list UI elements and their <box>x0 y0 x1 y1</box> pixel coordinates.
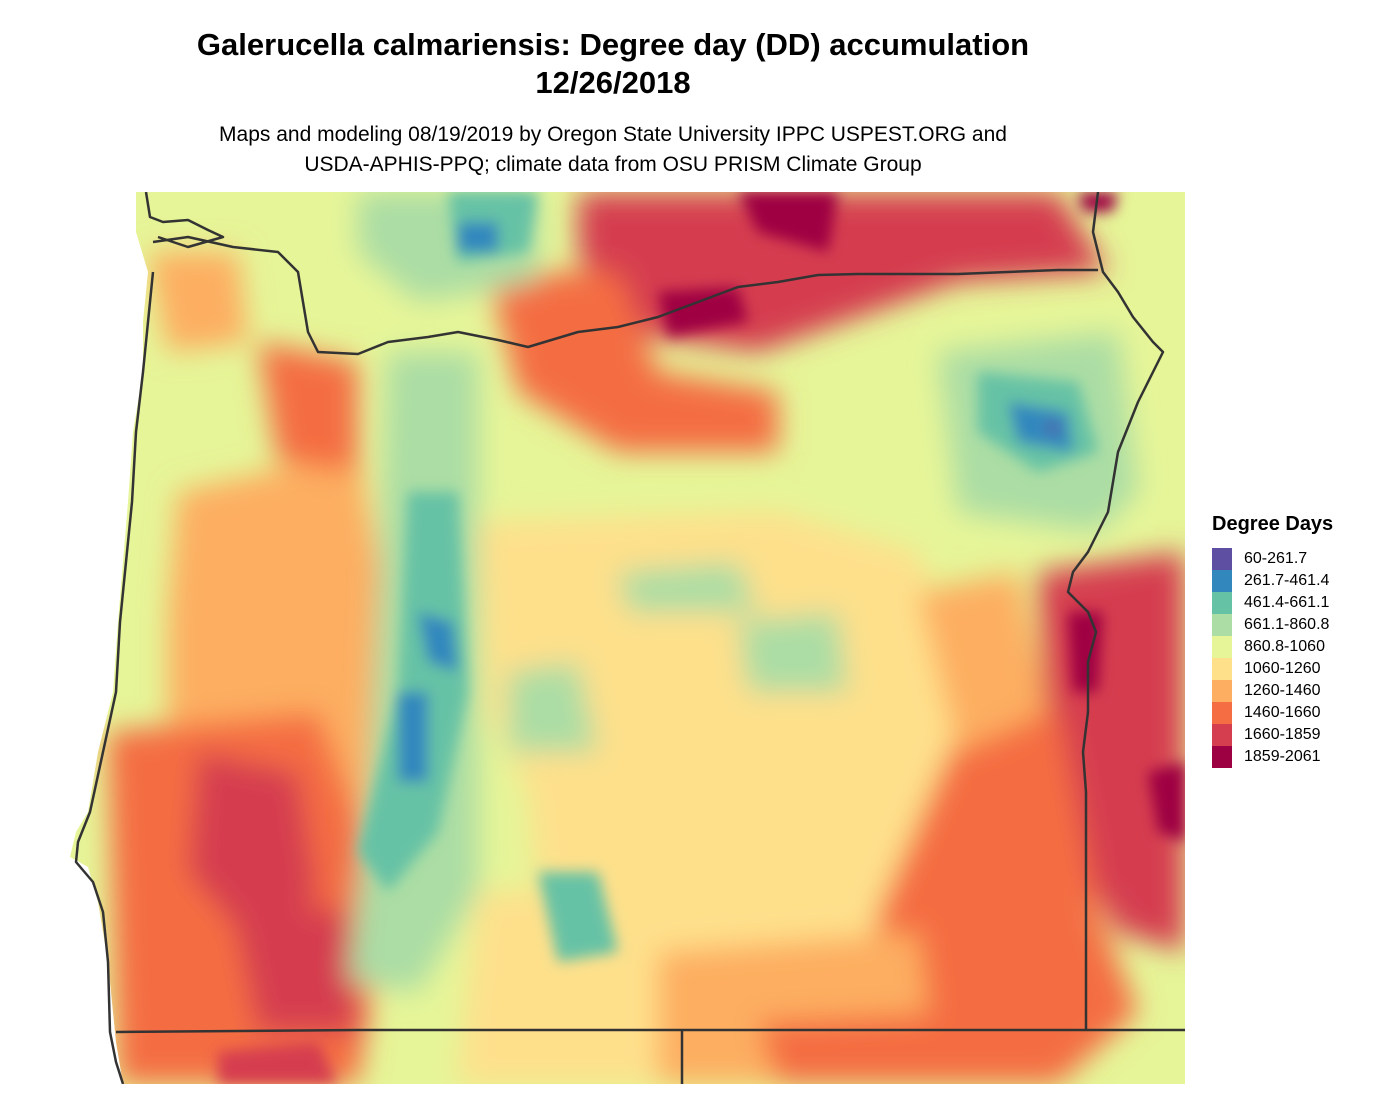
oregon-washington-border <box>152 235 1098 356</box>
map-subtitle: Maps and modeling 08/19/2019 by Oregon S… <box>60 120 1166 180</box>
legend-swatch <box>1212 614 1232 636</box>
title-line-1: Galerucella calmariensis: Degree day (DD… <box>196 27 1030 62</box>
legend-label: 461.4-661.1 <box>1244 594 1330 611</box>
legend-label: 60-261.7 <box>1244 550 1308 567</box>
strait-inlet <box>144 192 225 249</box>
coastline <box>74 271 155 1084</box>
legend-label: 1660-1859 <box>1244 726 1321 743</box>
title-line-2: 12/26/2018 <box>535 65 691 100</box>
legend-item: 661.1-860.8 <box>1212 614 1382 636</box>
legend-item: 261.7-461.4 <box>1212 570 1382 592</box>
legend: Degree Days 60-261.7 261.7-461.4 461.4-661… <box>1212 512 1382 768</box>
legend-item: 860.8-1060 <box>1212 636 1382 658</box>
degree-day-map <box>58 192 1185 1084</box>
washington-idaho-border <box>1066 192 1165 1030</box>
legend-swatch <box>1212 746 1232 768</box>
legend-label: 261.7-461.4 <box>1244 572 1330 589</box>
legend-item: 1260-1460 <box>1212 680 1382 702</box>
map-canvas <box>58 192 1185 1084</box>
subtitle-line-1: Maps and modeling 08/19/2019 by Oregon S… <box>219 123 1007 146</box>
state-boundaries <box>74 192 1185 1084</box>
legend-item: 1859-2061 <box>1212 746 1382 768</box>
legend-swatch <box>1212 658 1232 680</box>
legend-label: 1460-1660 <box>1244 704 1321 721</box>
legend-item: 60-261.7 <box>1212 548 1382 570</box>
legend-label: 1859-2061 <box>1244 748 1321 765</box>
legend-item: 461.4-661.1 <box>1212 592 1382 614</box>
legend-label: 860.8-1060 <box>1244 638 1325 655</box>
legend-label: 661.1-860.8 <box>1244 616 1330 633</box>
legend-swatch <box>1212 680 1232 702</box>
legend-label: 1260-1460 <box>1244 682 1321 699</box>
legend-item: 1660-1859 <box>1212 724 1382 746</box>
legend-item: 1060-1260 <box>1212 658 1382 680</box>
subtitle-line-2: USDA-APHIS-PPQ; climate data from OSU PR… <box>304 153 922 176</box>
legend-swatch <box>1212 548 1232 570</box>
legend-title: Degree Days <box>1212 513 1334 535</box>
legend-swatch <box>1212 570 1232 592</box>
legend-item: 1460-1660 <box>1212 702 1382 724</box>
legend-swatch <box>1212 592 1232 614</box>
legend-items: 60-261.7 261.7-461.4 461.4-661.1 661.1-860.… <box>1212 548 1382 768</box>
map-title: Galerucella calmariensis: Degree day (DD… <box>60 26 1166 102</box>
legend-swatch <box>1212 636 1232 658</box>
legend-label: 1060-1260 <box>1244 660 1321 677</box>
degree-day-raster <box>70 192 1185 1084</box>
legend-swatch <box>1212 702 1232 724</box>
legend-swatch <box>1212 724 1232 746</box>
oregon-california-border <box>115 1028 1185 1034</box>
